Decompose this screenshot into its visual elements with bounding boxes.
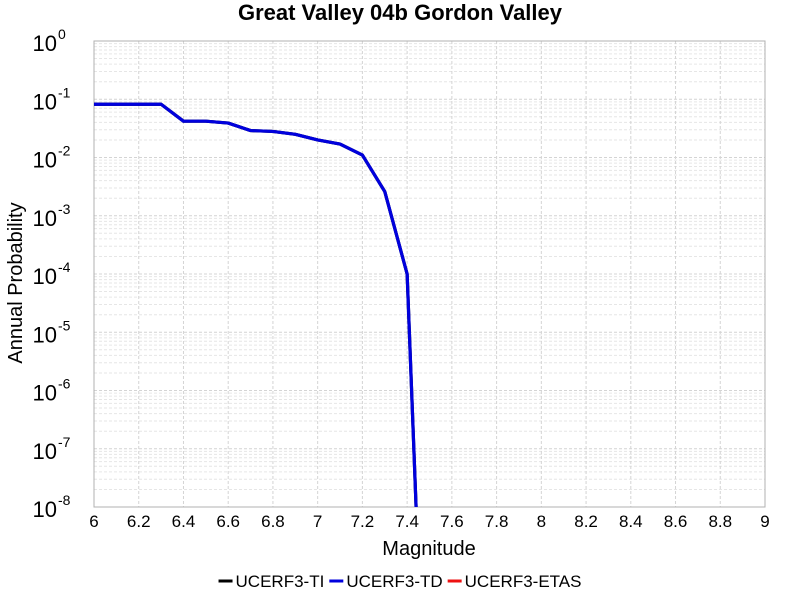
x-tick-label: 8 [537,512,546,531]
y-tick-label: 10 -1 [33,84,71,114]
y-tick-exponent: -8 [58,492,71,508]
y-tick-exponent: -4 [58,259,71,275]
y-tick-base: 10 [33,381,57,406]
series-layer [94,102,418,507]
y-tick-base: 10 [33,31,57,56]
y-tick-exponent: 0 [58,26,66,42]
y-tick-base: 10 [33,497,57,522]
x-tick-label: 8.4 [619,512,643,531]
x-tick-label: 7.8 [485,512,509,531]
y-tick-base: 10 [33,148,57,173]
y-tick-base: 10 [33,206,57,231]
x-axis-ticks: 6 6.2 6.4 6.6 6.8 7 7.2 7.4 7.6 7.8 8 8.2 8.4 8.6 8.8 9 [89,512,769,531]
x-tick-label: 6.6 [216,512,240,531]
x-tick-label: 8.6 [664,512,688,531]
y-tick-base: 10 [33,322,57,347]
y-axis-label: Annual Probability [5,202,27,363]
legend-label: UCERF3-ETAS [465,572,582,591]
x-tick-label: 7.4 [395,512,419,531]
chart-title: Great Valley 04b Gordon Valley [238,0,563,25]
y-tick-label: 10 -5 [33,317,71,347]
x-tick-label: 7 [313,512,322,531]
y-tick-exponent: -2 [58,143,71,159]
legend-label: UCERF3-TD [346,572,442,591]
y-tick-label: 10 0 [33,26,66,56]
legend-label: UCERF3-TI [236,572,325,591]
x-axis-label: Magnitude [382,538,475,560]
grid [93,40,766,508]
x-tick-label: 7.6 [440,512,464,531]
x-tick-label: 8.2 [574,512,598,531]
y-tick-exponent: -1 [58,84,71,100]
y-tick-base: 10 [33,439,57,464]
y-tick-label: 10 -4 [33,259,71,289]
x-tick-label: 6.8 [261,512,285,531]
y-tick-label: 10 -3 [33,201,71,231]
x-tick-label: 6 [89,512,98,531]
series-line-ucerf3-td [94,102,418,507]
y-tick-label: 10 -2 [33,143,71,173]
y-tick-label: 10 -6 [33,376,71,406]
x-tick-label: 6.4 [172,512,196,531]
y-tick-label: 10 -8 [33,492,71,522]
plot-border [93,40,766,508]
y-tick-base: 10 [33,89,57,114]
x-tick-label: 6.2 [127,512,151,531]
y-tick-exponent: -5 [58,317,71,333]
y-tick-label: 10 -7 [33,434,71,464]
x-tick-label: 9 [760,512,769,531]
y-tick-exponent: -3 [58,201,71,217]
x-tick-label: 8.8 [708,512,732,531]
x-tick-label: 7.2 [351,512,375,531]
plot-frame [93,40,766,508]
y-tick-exponent: -7 [58,434,71,450]
legend: UCERF3-TI UCERF3-TD UCERF3-ETAS [218,572,582,591]
y-tick-base: 10 [33,264,57,289]
y-tick-exponent: -6 [58,376,71,392]
